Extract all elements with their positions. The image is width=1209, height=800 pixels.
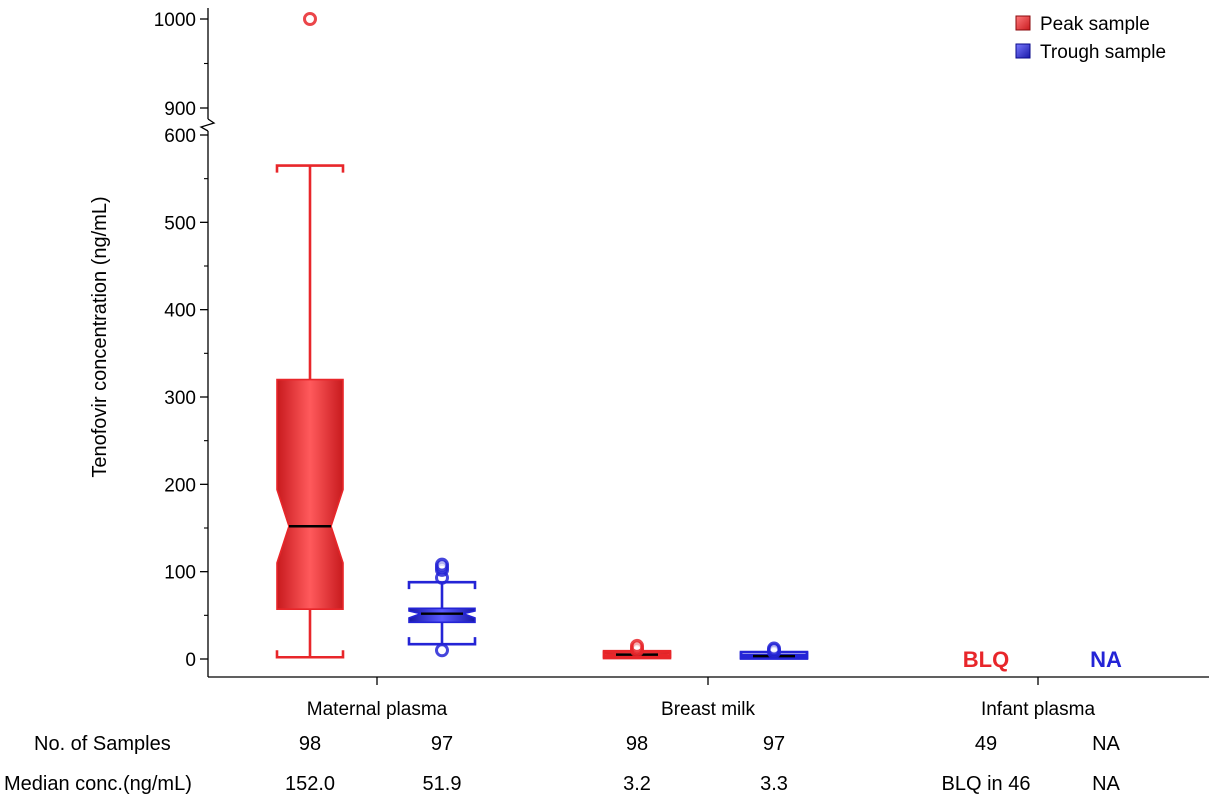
table-row-label-median: Median conc.(ng/mL) — [4, 773, 192, 795]
table-cell: 98 — [299, 733, 321, 755]
annotation-blq: BLQ — [963, 647, 1009, 672]
legend-label-peak: Peak sample — [1040, 14, 1150, 35]
y-tick-label: 200 — [164, 475, 196, 496]
legend: Peak sample Trough sample — [1015, 14, 1166, 63]
box-body — [408, 607, 476, 624]
annotations-layer: BLQ NA — [963, 647, 1122, 672]
outlier-point-center — [438, 646, 446, 654]
y-tick-label: 900 — [164, 99, 196, 120]
outlier-point — [767, 641, 781, 656]
y-tick-label: 300 — [164, 388, 196, 409]
box-1-1 — [739, 641, 809, 660]
box-1-0 — [407, 557, 477, 658]
legend-label-trough: Trough sample — [1040, 42, 1166, 63]
table-cell: 97 — [431, 733, 453, 755]
y-tick-label: 400 — [164, 301, 196, 322]
outlier-point — [435, 643, 449, 658]
table-cell: 51.9 — [423, 773, 462, 795]
outlier-point — [435, 557, 449, 572]
outlier-point-center — [306, 15, 314, 23]
table-cell: 3.2 — [623, 773, 651, 795]
legend-swatch-trough — [1015, 43, 1031, 59]
box-0-0 — [275, 12, 345, 659]
category-label-maternal-plasma: Maternal plasma — [307, 699, 448, 720]
whisker-cap-upper — [275, 164, 345, 173]
outlier-point — [630, 638, 644, 653]
table-cell: 98 — [626, 733, 648, 755]
y-tick-label: 0 — [185, 650, 196, 671]
y-axis-label: Tenofovir concentration (ng/mL) — [89, 196, 111, 477]
axes: 0 100 200 300 400 500 600 900 1000 — [154, 8, 1209, 685]
table-cell: NA — [1092, 733, 1120, 755]
summary-table: No. of Samples Median conc.(ng/mL) 98 97… — [4, 733, 1121, 795]
table-cell: 49 — [975, 733, 997, 755]
category-label-breast-milk: Breast milk — [661, 699, 755, 720]
table-cell: NA — [1092, 773, 1120, 795]
boxes-layer — [275, 12, 809, 660]
y-tick-label: 600 — [164, 126, 196, 147]
table-cell: BLQ in 46 — [942, 773, 1031, 795]
outlier-point-center — [770, 645, 778, 653]
table-row-label-samples: No. of Samples — [34, 733, 171, 755]
category-labels: Maternal plasma Breast milk Infant plasm… — [307, 699, 1096, 720]
y-tick-label: 100 — [164, 563, 196, 584]
whisker-cap-lower — [602, 651, 672, 660]
table-cell: 3.3 — [760, 773, 788, 795]
axis-break-mark — [199, 118, 216, 132]
table-cell: 152.0 — [285, 773, 335, 795]
y-tick-label: 1000 — [154, 10, 196, 31]
box-0-1 — [602, 638, 672, 660]
annotation-na: NA — [1090, 647, 1122, 672]
outlier-point-center — [438, 561, 446, 569]
whisker-cap-lower — [275, 650, 345, 659]
category-label-infant-plasma: Infant plasma — [981, 699, 1095, 720]
box-body — [276, 378, 344, 611]
outlier-point-center — [633, 642, 641, 650]
table-cell: 97 — [763, 733, 785, 755]
outlier-point — [303, 12, 317, 26]
y-tick-label: 500 — [164, 213, 196, 234]
legend-swatch-peak — [1015, 15, 1031, 31]
